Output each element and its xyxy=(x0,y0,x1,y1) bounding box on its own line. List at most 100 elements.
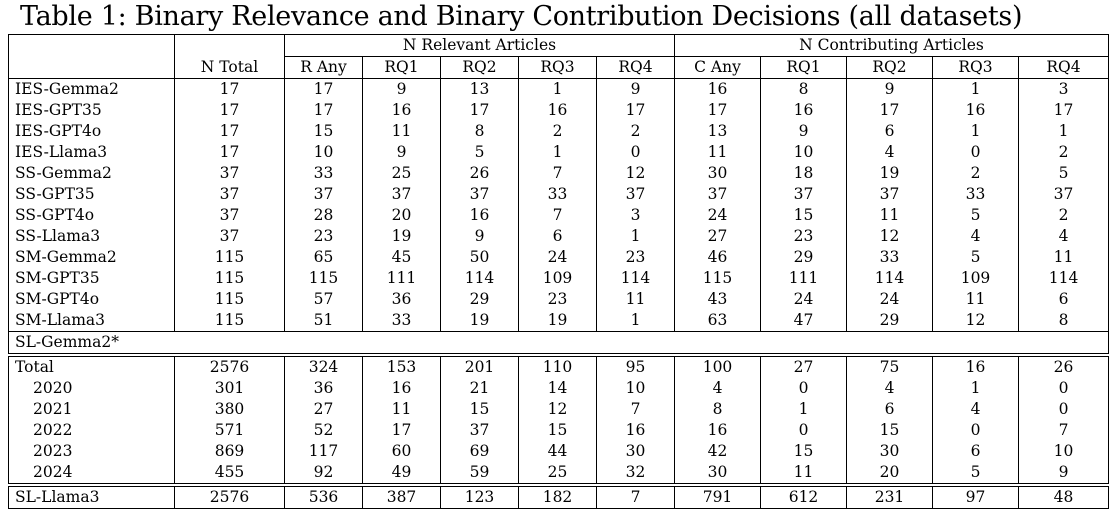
table-cell: 2576 xyxy=(174,486,285,509)
table-cell: 20 xyxy=(846,462,933,484)
table-cell: 37 xyxy=(440,184,519,205)
table-cell: 33 xyxy=(518,184,597,205)
table-cell: 69 xyxy=(440,441,519,462)
table-row: IES-Gemma2 17 17 9 13 1 9 16 8 9 1 3 xyxy=(8,78,1110,100)
table-cell: 50 xyxy=(440,247,519,268)
table-cell: 1 xyxy=(932,378,1019,399)
table-cell: 7 xyxy=(518,163,597,184)
row-label: SS-Llama3 xyxy=(8,226,175,247)
table-cell: 6 xyxy=(932,441,1019,462)
table-cell: 1 xyxy=(760,399,847,420)
table-cell: 19 xyxy=(518,310,597,332)
table-row: SM-Gemma2 115 65 45 50 24 23 46 29 33 5 11 xyxy=(8,247,1110,268)
table-cell: 380 xyxy=(174,399,285,420)
table-cell: 37 xyxy=(284,184,363,205)
table-cell: 5 xyxy=(440,142,519,163)
table-cell: 10 xyxy=(760,142,847,163)
column-header: C Any xyxy=(674,56,761,79)
table-cell: 19 xyxy=(440,310,519,332)
table-cell: 8 xyxy=(760,78,847,100)
table-cell: 5 xyxy=(932,205,1019,226)
table-cell: 15 xyxy=(284,121,363,142)
table-cell: 19 xyxy=(362,226,441,247)
table-row: 2023 869 117 60 69 44 30 42 15 30 6 10 xyxy=(8,441,1110,462)
row-label: SS-GPT35 xyxy=(8,184,175,205)
table-cell: 29 xyxy=(440,289,519,310)
table-row: IES-Llama3 17 10 9 5 1 0 11 10 4 0 2 xyxy=(8,142,1110,163)
table-cell: 23 xyxy=(284,226,363,247)
table-row: SL-Llama3 2576 536 387 123 182 7 791 612 231 97 48 xyxy=(8,486,1110,509)
table-cell: 12 xyxy=(932,310,1019,332)
table-cell: 24 xyxy=(760,289,847,310)
table-cell: 111 xyxy=(362,268,441,289)
table-cell: 24 xyxy=(674,205,761,226)
table-cell: 9 xyxy=(1017,462,1110,484)
table-cell: 32 xyxy=(596,462,675,484)
table-cell: 8 xyxy=(1017,310,1110,332)
table-row-sl-gemma2: SL-Gemma2* xyxy=(7,331,1110,354)
contributing-group-header: N Contributing Articles xyxy=(673,34,1110,57)
table-cell: 27 xyxy=(760,356,847,378)
table-cell: 7 xyxy=(1017,420,1110,441)
row-label: IES-GPT35 xyxy=(8,100,175,121)
table-cell: 14 xyxy=(518,378,597,399)
table-cell: 12 xyxy=(596,163,675,184)
column-header: R Any xyxy=(284,56,363,79)
table-cell: 37 xyxy=(760,184,847,205)
row-label: 2024 xyxy=(8,462,175,484)
results-table: N Relevant Articles N Contributing Artic… xyxy=(7,34,1110,509)
table-row: IES-GPT35 17 17 16 17 16 17 17 16 17 16 17 xyxy=(8,100,1110,121)
table-cell: 0 xyxy=(1017,399,1110,420)
row-label: SL-Llama3 xyxy=(8,486,175,509)
relevant-group-header: N Relevant Articles xyxy=(284,34,675,57)
row-label: 2021 xyxy=(8,399,175,420)
table-row: SS-Gemma2 37 33 25 26 7 12 30 18 19 2 5 xyxy=(8,163,1110,184)
table-cell: 17 xyxy=(284,78,363,100)
table-cell: 15 xyxy=(518,420,597,441)
table-cell: 869 xyxy=(174,441,285,462)
row-label: Total xyxy=(8,356,175,378)
row-label: SS-GPT4o xyxy=(8,205,175,226)
table-cell: 28 xyxy=(284,205,363,226)
table-cell: 115 xyxy=(284,268,363,289)
table-cell: 231 xyxy=(846,486,933,509)
table-cell: 11 xyxy=(846,205,933,226)
table-cell: 2 xyxy=(1017,205,1110,226)
table-cell: 24 xyxy=(846,289,933,310)
table-cell: 2 xyxy=(596,121,675,142)
row-label: IES-Llama3 xyxy=(8,142,175,163)
table-cell: 17 xyxy=(174,121,285,142)
column-header: RQ3 xyxy=(932,56,1019,79)
table-cell: 30 xyxy=(596,441,675,462)
table-cell: 8 xyxy=(674,399,761,420)
column-header: RQ3 xyxy=(518,56,597,79)
table-cell: 4 xyxy=(932,226,1019,247)
table-cell: 1 xyxy=(1017,121,1110,142)
table-cell: 17 xyxy=(284,100,363,121)
table-cell: 16 xyxy=(760,100,847,121)
blank-header xyxy=(174,34,285,57)
table-cell: 0 xyxy=(760,378,847,399)
table-row: Total 2576 324 153 201 110 95 100 27 75 16 26 xyxy=(8,356,1110,378)
table-cell: 324 xyxy=(284,356,363,378)
table-cell: 8 xyxy=(440,121,519,142)
table-cell: 9 xyxy=(362,78,441,100)
table-row: 2024 455 92 49 59 25 32 30 11 20 5 9 xyxy=(8,462,1110,484)
table-cell: 17 xyxy=(1017,100,1110,121)
table-cell: 95 xyxy=(596,356,675,378)
table-cell: 23 xyxy=(760,226,847,247)
table-cell: 1 xyxy=(932,121,1019,142)
row-label: IES-GPT4o xyxy=(8,121,175,142)
table-cell: 1 xyxy=(518,78,597,100)
group-header-row: N Relevant Articles N Contributing Artic… xyxy=(8,34,1110,57)
table-cell: 201 xyxy=(440,356,519,378)
table-cell: 4 xyxy=(674,378,761,399)
table-cell: 43 xyxy=(674,289,761,310)
table-cell: 182 xyxy=(518,486,597,509)
table-cell: 11 xyxy=(596,289,675,310)
table-cell: 13 xyxy=(440,78,519,100)
table-cell: 110 xyxy=(518,356,597,378)
table-cell: 27 xyxy=(674,226,761,247)
table-cell: 115 xyxy=(174,289,285,310)
table-cell: 9 xyxy=(596,78,675,100)
